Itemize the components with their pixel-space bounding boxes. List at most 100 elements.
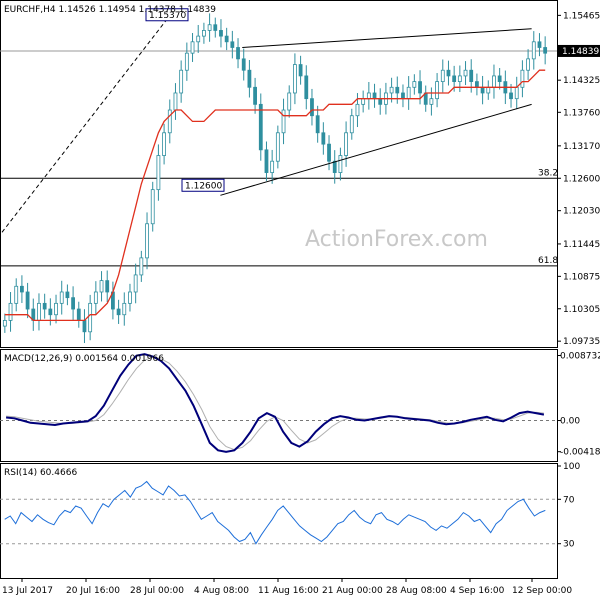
candle-body: [76, 308, 81, 321]
rsi-layer: [0, 480, 557, 545]
candle-body: [418, 81, 422, 94]
candle-body: [59, 291, 64, 304]
price-tick-label: 1.14325: [563, 76, 600, 86]
rsi-header: RSI(14) 60.4666: [4, 468, 77, 478]
candle-body: [213, 24, 218, 31]
candle-body: [475, 81, 479, 88]
trendline-channel-top: [242, 28, 532, 48]
x-tick-label: 13 Jul 2017: [2, 586, 53, 596]
candle-body: [224, 35, 229, 43]
price-layer: 38.2 61.8 1.15370 1.12600: [0, 8, 558, 344]
candle-body: [469, 69, 474, 83]
candle-body: [264, 149, 269, 173]
x-tick-label: 21 Aug 00:00: [322, 586, 383, 596]
candle-body: [349, 115, 354, 134]
price-tick-label: 1.12030: [563, 207, 600, 217]
candle-body: [492, 75, 496, 88]
candle-body: [241, 58, 246, 71]
candle-body: [440, 69, 445, 83]
candle-body: [54, 302, 58, 316]
candle-body: [281, 109, 286, 134]
candle-body: [156, 155, 161, 191]
candle-body: [48, 308, 53, 316]
candle-body: [497, 75, 502, 83]
candle-body: [321, 132, 326, 145]
macd-panel-frame: [0, 349, 558, 462]
macd-tick-label: -0.004184: [560, 448, 600, 458]
rsi-tick-label: 70: [563, 495, 575, 505]
candle-body: [275, 132, 280, 162]
candle-body: [150, 189, 155, 225]
candle-body: [173, 92, 178, 111]
candle-body: [338, 155, 343, 173]
candle-body: [184, 52, 189, 71]
candle-body: [366, 92, 371, 100]
candle-body: [389, 86, 394, 94]
candle-body: [446, 69, 451, 77]
candle-body: [486, 86, 491, 94]
macd-layer: [0, 353, 557, 453]
candle-body: [304, 75, 309, 100]
current-price-badge: [558, 44, 600, 57]
x-tick-label: 4 Aug 08:00: [194, 586, 249, 596]
high-label: 1.15370: [149, 11, 186, 21]
candle-body: [355, 103, 360, 117]
candle-body: [65, 291, 70, 299]
candle-body: [315, 115, 320, 134]
current-price-label: 1.14839: [562, 47, 599, 57]
candle-body: [406, 86, 411, 100]
candle-body: [543, 47, 548, 54]
low-label-box: [181, 178, 225, 192]
candle-body: [162, 132, 166, 156]
candle-body: [230, 41, 235, 48]
candle-body: [207, 24, 212, 31]
macd-tick-label: 0.00: [560, 417, 580, 427]
watermark: ActionForex.com: [305, 227, 488, 252]
candle-body: [116, 308, 121, 316]
candle-body: [42, 302, 47, 310]
candle-body: [145, 223, 149, 259]
candle-body: [327, 143, 331, 162]
candle-body: [463, 69, 468, 77]
candle-body: [236, 47, 240, 60]
candle-body: [105, 280, 110, 293]
candle-body: [71, 297, 75, 310]
candle-body: [99, 280, 104, 293]
candle-body: [25, 291, 30, 310]
x-tick-label: 11 Aug 16:00: [258, 586, 319, 596]
x-tick-label: 20 Jul 16:00: [66, 586, 120, 596]
candle-body: [82, 320, 87, 333]
candle-body: [526, 58, 530, 71]
x-tick-label: 4 Sep 16:00: [450, 586, 505, 596]
candle-body: [287, 92, 292, 111]
price-tick-label: 1.09735: [563, 337, 600, 347]
price-tick-label: 1.13760: [563, 108, 600, 118]
trendline-dashed-up: [1, 20, 167, 233]
candle-body: [332, 160, 337, 173]
axis-layer: 1.15465 1.14839 1.14325 1.13760 1.13170 1.126…: [2, 11, 600, 596]
trendline-channel-bottom: [220, 103, 532, 196]
candle-body: [270, 160, 275, 173]
candle-body: [219, 30, 223, 37]
candle-body: [93, 291, 98, 304]
candle-body: [412, 81, 417, 88]
candle-body: [435, 81, 439, 100]
candle-body: [293, 64, 297, 94]
ema-line: [4, 69, 546, 322]
price-panel-frame: [0, 0, 558, 348]
candle-body: [480, 86, 485, 94]
candle-body: [429, 98, 434, 105]
high-label-box: [145, 8, 189, 22]
candle-body: [128, 291, 132, 304]
price-tick-label: 1.10875: [563, 272, 600, 282]
candle-body: [122, 302, 127, 316]
candle-body: [452, 75, 457, 83]
macd-header: MACD(12,26,9) 0.001564 0.001966: [4, 354, 164, 364]
rsi-tick-label: 100: [563, 462, 580, 472]
candle-body: [372, 92, 377, 100]
candle-body: [514, 86, 519, 100]
macd-tick-label: 0.008732: [560, 351, 600, 361]
candle-body: [133, 274, 138, 293]
candle-body: [310, 98, 314, 117]
candle-body: [395, 86, 400, 94]
